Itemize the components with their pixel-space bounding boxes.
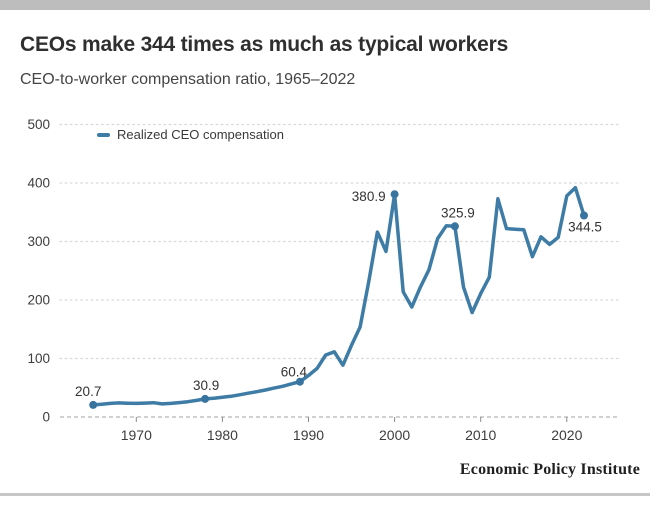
data-point-dot bbox=[390, 190, 399, 199]
legend-item[interactable]: Realized CEO compensation bbox=[97, 127, 284, 142]
footer-brand: Economic Policy Institute bbox=[459, 461, 640, 478]
x-tick-label: 1990 bbox=[293, 427, 324, 443]
x-tick-label: 1970 bbox=[121, 427, 152, 443]
data-point-dot bbox=[89, 400, 98, 409]
line-chart: 0 100 200 300 400 500 1970 1980 1990 2000 2010 2020… bbox=[27, 117, 619, 443]
data-point-label: 380.9 bbox=[352, 189, 386, 204]
chart-title: CEOs make 344 times as much as typical w… bbox=[20, 33, 509, 56]
legend-label: Realized CEO compensation bbox=[117, 127, 284, 142]
data-point-label: 30.9 bbox=[193, 378, 219, 393]
compensation-line bbox=[91, 185, 586, 407]
data-point-label: 20.7 bbox=[75, 384, 101, 399]
chart-subtitle: CEO-to-worker compensation ratio, 1965–2… bbox=[20, 71, 356, 88]
x-tick-label: 2010 bbox=[465, 427, 496, 443]
y-tick-label: 300 bbox=[27, 234, 50, 249]
x-tick-label: 2020 bbox=[551, 427, 582, 443]
data-point-dot bbox=[295, 377, 304, 386]
top-window-bar bbox=[0, 0, 650, 10]
y-tick-label: 400 bbox=[27, 176, 50, 191]
data-point-label: 344.5 bbox=[568, 220, 602, 235]
x-tick-label: 2000 bbox=[379, 427, 410, 443]
x-tick-label: 1980 bbox=[207, 427, 238, 443]
y-tick-label: 100 bbox=[27, 351, 50, 366]
data-point-label: 325.9 bbox=[441, 205, 475, 220]
data-point-dot bbox=[201, 394, 210, 403]
data-point-label: 60.4 bbox=[281, 365, 308, 380]
y-tick-label: 200 bbox=[27, 293, 50, 308]
y-tick-label: 0 bbox=[42, 410, 50, 425]
data-point-dot bbox=[580, 211, 588, 220]
bottom-divider bbox=[0, 493, 650, 496]
data-point-dot bbox=[450, 222, 459, 231]
y-tick-label: 500 bbox=[27, 117, 50, 132]
legend-line-swatch bbox=[97, 132, 110, 137]
